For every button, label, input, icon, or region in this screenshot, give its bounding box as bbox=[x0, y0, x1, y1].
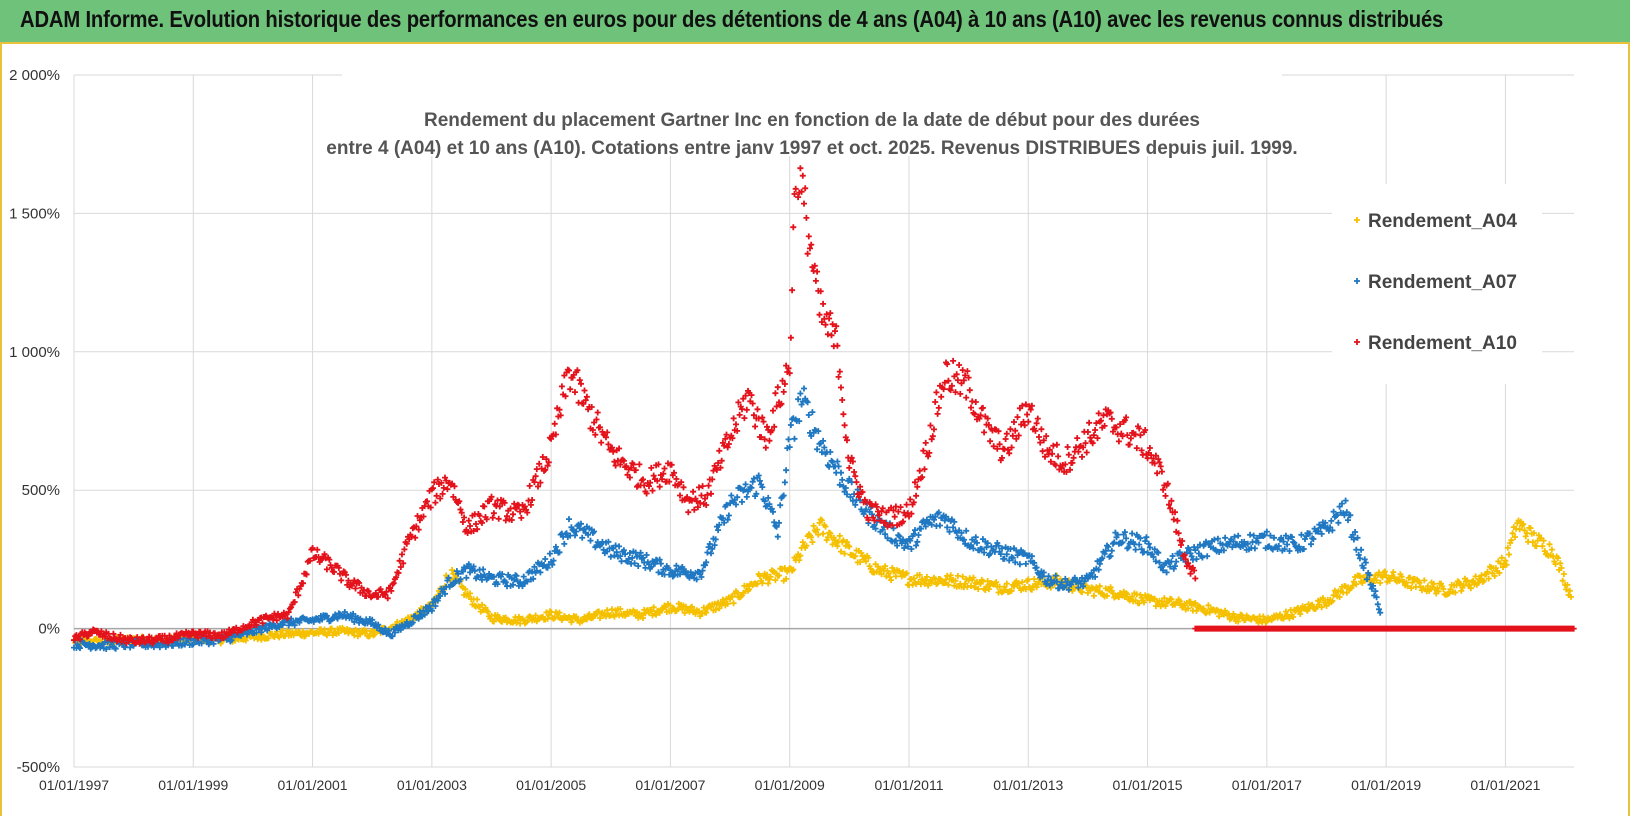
grid-lines bbox=[73, 74, 1574, 768]
x-tick-label: 01/01/2013 bbox=[993, 777, 1063, 793]
legend-marker bbox=[1354, 217, 1360, 223]
y-tick-label: 2 000% bbox=[9, 67, 60, 84]
x-tick-label: 01/01/2021 bbox=[1470, 777, 1540, 793]
legend-label: Rendement_A07 bbox=[1368, 272, 1517, 293]
series-rendement-a10-zero- bbox=[1192, 625, 1577, 632]
chart-frame: Rendement du placement Gartner Inc en fo… bbox=[0, 44, 1630, 816]
y-tick-label: 1 500% bbox=[9, 205, 60, 222]
legend-label: Rendement_A04 bbox=[1368, 211, 1517, 232]
x-tick-label: 01/01/2017 bbox=[1232, 777, 1302, 793]
y-tick-label: 1 000% bbox=[9, 344, 60, 361]
y-tick-label: 500% bbox=[22, 482, 60, 499]
x-tick-label: 01/01/2011 bbox=[874, 777, 943, 793]
chart-title-line1: Rendement du placement Gartner Inc en fo… bbox=[424, 110, 1200, 131]
legend-marker bbox=[1354, 278, 1360, 284]
y-tick-label: -500% bbox=[17, 759, 60, 776]
chart-title-line2: entre 4 (A04) et 10 ans (A10). Cotations… bbox=[326, 138, 1297, 159]
x-tick-label: 01/01/1999 bbox=[158, 777, 228, 793]
series-points bbox=[71, 385, 1384, 652]
x-tick-label: 01/01/1997 bbox=[39, 777, 109, 793]
x-tick-label: 01/01/2015 bbox=[1113, 777, 1183, 793]
y-tick-label: 0% bbox=[38, 621, 60, 638]
legend-label: Rendement_A10 bbox=[1368, 333, 1517, 354]
legend-background bbox=[1332, 184, 1542, 384]
y-axis-ticks: -500% 0% 500% 1 000% 1 500% 2 000% bbox=[9, 67, 60, 776]
x-tick-label: 01/01/2009 bbox=[755, 777, 825, 793]
x-tick-label: 01/01/2005 bbox=[516, 777, 586, 793]
x-tick-label: 01/01/2001 bbox=[278, 777, 348, 793]
series-rendement-a10 bbox=[71, 142, 1199, 647]
series-points bbox=[1192, 625, 1577, 632]
x-tick-label: 01/01/2007 bbox=[635, 777, 705, 793]
x-axis-ticks: 01/01/1997 01/01/1999 01/01/2001 01/01/2003… bbox=[39, 777, 1541, 793]
performance-chart: Rendement du placement Gartner Inc en fo… bbox=[9, 67, 1577, 793]
legend-marker bbox=[1354, 339, 1360, 345]
title-background bbox=[342, 70, 1282, 156]
series-rendement-a07 bbox=[71, 385, 1384, 652]
report-banner: ADAM Informe. Evolution historique des p… bbox=[0, 0, 1630, 44]
x-tick-label: 01/01/2019 bbox=[1351, 777, 1421, 793]
legend: Rendement_A04 Rendement_A07 Rendement_A10 bbox=[1332, 184, 1542, 384]
x-tick-label: 01/01/2003 bbox=[397, 777, 467, 793]
report-title: ADAM Informe. Evolution historique des p… bbox=[20, 6, 1444, 32]
series-points bbox=[71, 142, 1199, 647]
data-points bbox=[71, 142, 1577, 652]
